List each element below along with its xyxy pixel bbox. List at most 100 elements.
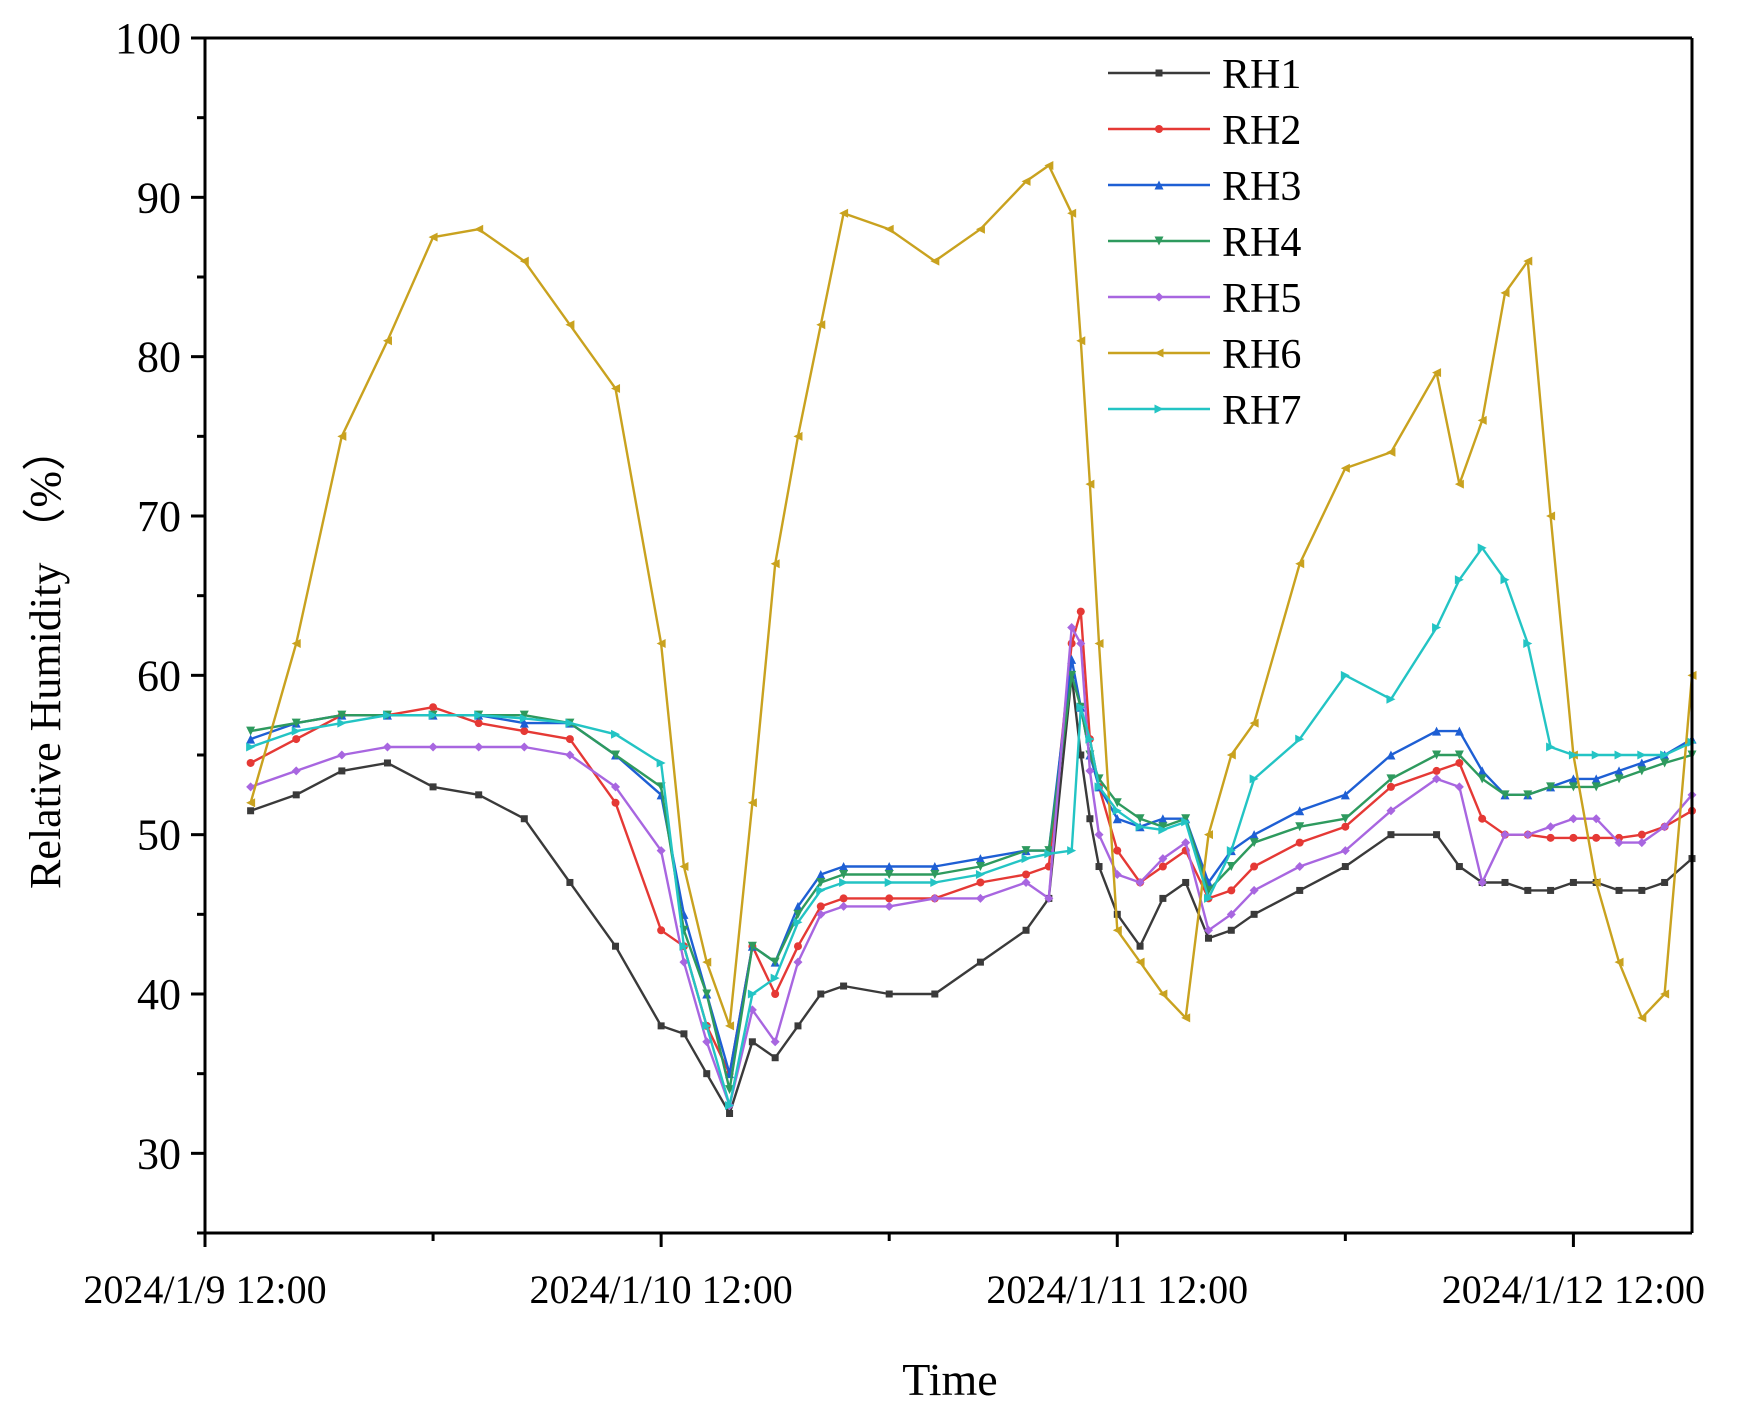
point-rh6 (1181, 1013, 1191, 1023)
point-rh3 (1340, 790, 1350, 800)
point-rh1 (703, 1070, 711, 1078)
point-rh5 (975, 893, 985, 903)
point-rh4 (975, 862, 985, 872)
point-rh6 (793, 431, 803, 441)
point-rh5 (1076, 638, 1086, 648)
series-line-rh7 (250, 546, 1693, 1107)
point-rh4 (1249, 838, 1259, 848)
point-rh7 (1067, 846, 1077, 856)
point-rh2 (1637, 830, 1646, 839)
point-rh5 (1591, 814, 1601, 824)
point-rh2 (1455, 758, 1464, 767)
point-rh6 (816, 320, 826, 330)
tick-labels: 30 40 50 60 70 80 90 100 2024/1/9 12:00 2024/1/10… (83, 14, 1705, 1312)
point-rh3 (1637, 758, 1647, 768)
point-rh1 (1341, 863, 1349, 871)
point-rh7 (1454, 575, 1464, 585)
point-rh6 (1477, 415, 1487, 425)
series-line-rh1 (250, 674, 1693, 1115)
point-rh6 (1591, 877, 1601, 887)
point-rh5 (1614, 838, 1624, 848)
point-rh5 (1386, 806, 1396, 816)
point-rh3 (1477, 766, 1487, 776)
point-rh6 (930, 256, 940, 266)
point-rh3 (884, 862, 894, 872)
point-rh5 (1637, 838, 1647, 848)
point-rh7 (1546, 742, 1556, 752)
point-rh5 (1568, 814, 1578, 824)
point-rh5 (1203, 925, 1213, 935)
point-rh6 (1637, 1013, 1647, 1023)
point-rh4 (291, 718, 301, 728)
point-rh2 (839, 894, 848, 903)
series-line-rh3 (250, 658, 1693, 1075)
legend-marker-rh6 (1154, 348, 1164, 358)
point-rh7 (1591, 750, 1601, 760)
x-tick-label: 2024/1/9 12:00 (83, 1267, 326, 1312)
point-rh3 (793, 901, 803, 911)
point-rh1 (1547, 886, 1555, 894)
point-rh3 (1614, 766, 1624, 776)
point-rh5 (1226, 909, 1236, 919)
point-rh5 (246, 782, 256, 792)
point-rh1 (726, 1110, 734, 1117)
point-rh4 (1477, 774, 1487, 784)
point-rh4 (930, 870, 940, 879)
point-rh2 (1569, 833, 1578, 842)
point-rh3 (519, 718, 529, 728)
point-rh1 (1182, 878, 1190, 886)
point-rh4 (1135, 814, 1145, 824)
point-rh4 (1226, 862, 1236, 872)
point-rh7 (1500, 575, 1510, 585)
point-rh7 (565, 718, 575, 728)
legend-marker-rh4 (1154, 236, 1164, 246)
legend-label-rh4: RH4 (1222, 220, 1301, 266)
point-rh7 (246, 742, 256, 752)
legend-label-rh3: RH3 (1222, 164, 1301, 210)
point-rh1 (817, 990, 825, 998)
legend-marker-rh3 (1154, 180, 1164, 190)
point-rh6 (1295, 559, 1305, 569)
point-rh3 (1158, 814, 1168, 824)
point-rh6 (1085, 479, 1095, 489)
point-rh2 (1341, 822, 1350, 831)
point-rh4 (1112, 798, 1122, 808)
series-lines (246, 160, 1697, 1117)
point-rh6 (1158, 989, 1168, 999)
point-rh7 (428, 710, 438, 720)
point-rh2 (657, 926, 666, 935)
point-rh4 (702, 989, 712, 999)
point-rh6 (291, 638, 301, 648)
point-rh7 (1295, 734, 1305, 744)
point-rh7 (519, 713, 529, 723)
point-rh2 (1592, 833, 1601, 842)
point-rh7 (1044, 849, 1054, 859)
point-rh4 (1386, 774, 1396, 784)
point-rh2 (1022, 870, 1031, 879)
point-rh1 (1638, 886, 1646, 894)
point-rh7 (1158, 825, 1168, 835)
y-tick-label: 60 (137, 651, 181, 700)
point-rh6 (1044, 160, 1054, 170)
point-rh7 (337, 718, 347, 728)
point-rh1 (931, 990, 939, 998)
point-rh1 (1250, 910, 1258, 918)
point-rh2 (1546, 833, 1555, 842)
point-rh1 (566, 878, 574, 886)
point-rh1 (976, 958, 984, 966)
series-line-rh5 (250, 626, 1693, 1107)
point-rh4 (1181, 814, 1191, 824)
point-rh4 (1454, 750, 1464, 760)
point-rh5 (702, 1037, 712, 1047)
y-tick-label: 40 (137, 970, 181, 1019)
point-rh7 (702, 1021, 712, 1031)
point-rh5 (770, 1037, 780, 1047)
point-rh7 (930, 877, 940, 887)
point-rh4 (747, 941, 757, 951)
point-rh4 (1295, 822, 1305, 832)
point-rh3 (246, 734, 256, 744)
point-rh6 (565, 320, 575, 330)
point-rh6 (1454, 479, 1464, 489)
point-rh5 (1477, 877, 1487, 887)
point-rh1 (1661, 878, 1669, 886)
